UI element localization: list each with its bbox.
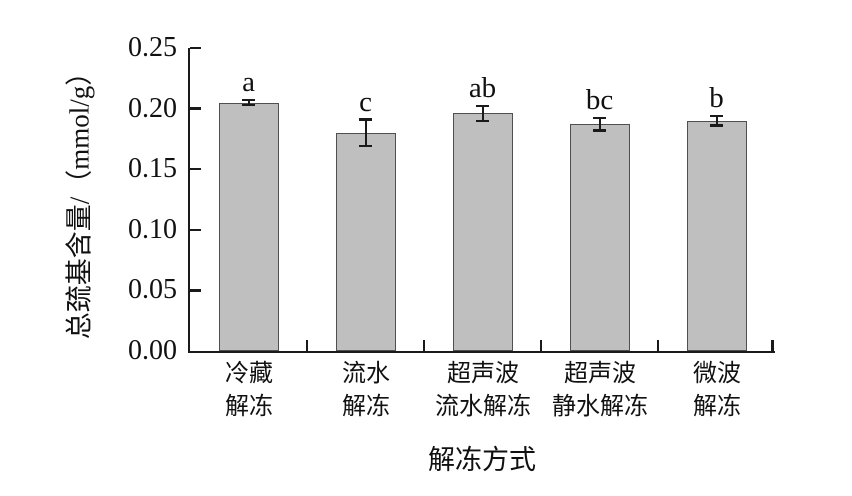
- x-category-label: 流水 解冻: [342, 358, 390, 424]
- error-bar: [715, 115, 718, 126]
- significance-letter: c: [359, 85, 372, 118]
- x-category-label-line: 解冻: [693, 394, 741, 420]
- error-bar-cap: [242, 98, 255, 102]
- x-category-label-line: 解冻: [342, 394, 390, 420]
- x-category-label-line: 静水解冻: [552, 394, 648, 420]
- bar: [686, 120, 747, 351]
- y-tick-mark: [190, 168, 201, 171]
- error-bar-cap: [593, 117, 606, 120]
- bar: [335, 132, 396, 351]
- error-bar-cap: [476, 119, 489, 122]
- error-bar-cap: [359, 144, 372, 148]
- x-category-label-line: 超声波: [447, 361, 519, 387]
- y-tick-mark: [190, 107, 201, 110]
- x-category-label-line: 流水解冻: [435, 394, 531, 420]
- y-tick-label: 0.25: [128, 32, 177, 63]
- error-bar-cap: [710, 114, 723, 118]
- x-category-label-line: 微波: [693, 361, 741, 387]
- error-bar: [364, 119, 367, 147]
- x-category-label: 冷藏 解冻: [225, 358, 273, 424]
- y-tick-label: 0.15: [128, 153, 177, 185]
- x-category-label-line: 冷藏: [225, 361, 273, 387]
- x-category-label: 超声波 静水解冻: [552, 358, 648, 424]
- error-bar-cap: [359, 118, 372, 121]
- significance-letter: bc: [585, 84, 614, 117]
- bar: [218, 102, 279, 351]
- x-tick-mark: [656, 340, 660, 351]
- y-tick-mark: [190, 46, 201, 50]
- y-tick-label: 0.10: [128, 213, 177, 245]
- x-tick-mark: [771, 340, 774, 351]
- x-category-label-line: 超声波: [564, 361, 636, 387]
- bar: [452, 113, 513, 351]
- x-tick-mark: [305, 340, 309, 351]
- x-axis-title: 解冻方式: [428, 445, 536, 475]
- y-tick-label: 0.00: [128, 335, 177, 366]
- x-category-label: 微波 解冻: [693, 358, 741, 424]
- significance-letter: a: [242, 66, 255, 99]
- error-bar-cap: [593, 129, 606, 132]
- x-category-label-line: 解冻: [225, 394, 273, 420]
- x-tick-mark: [422, 340, 426, 351]
- bar: [569, 124, 630, 351]
- x-category-label: 超声波 流水解冻: [435, 358, 531, 424]
- y-tick-label: 0.05: [128, 274, 177, 306]
- error-bar: [481, 106, 484, 121]
- error-bar: [598, 118, 601, 131]
- y-tick-mark: [190, 228, 201, 231]
- plot-area: a c ab bc b: [188, 46, 775, 353]
- x-category-label-line: 流水: [342, 361, 390, 387]
- y-tick-mark: [190, 289, 201, 292]
- error-bar: [247, 100, 250, 105]
- significance-letter: ab: [468, 72, 497, 105]
- y-tick-label: 0.20: [128, 92, 177, 124]
- significance-letter: b: [709, 81, 724, 114]
- error-bar-cap: [242, 103, 255, 107]
- error-bar-cap: [476, 104, 489, 108]
- x-tick-mark: [539, 340, 543, 351]
- error-bar-cap: [710, 124, 723, 127]
